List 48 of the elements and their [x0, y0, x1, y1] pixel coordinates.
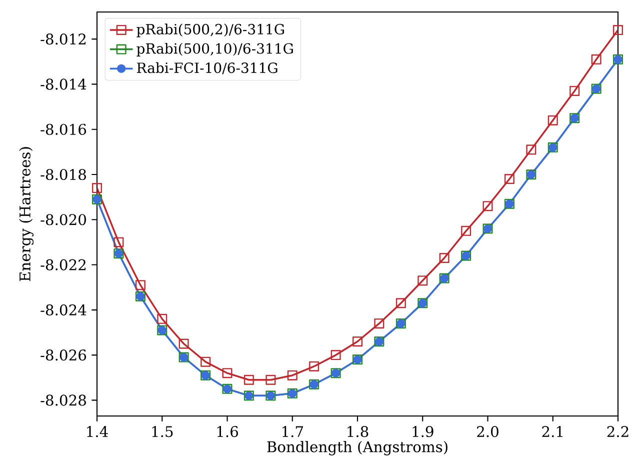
legend-label: pRabi(500,10)/6-311G — [136, 42, 293, 56]
x-tick-label: 1.7 — [282, 426, 303, 438]
point — [330, 350, 341, 360]
x-tick-label: 1.5 — [152, 426, 173, 438]
point — [418, 276, 428, 286]
x-tick-label: 1.8 — [348, 426, 368, 438]
point — [548, 115, 558, 126]
point — [374, 318, 384, 328]
x-tick-label: 2.2 — [607, 426, 628, 438]
point — [396, 298, 406, 308]
point — [591, 54, 602, 64]
y-tick-label: -8.014 — [40, 78, 86, 90]
point — [309, 361, 320, 372]
point — [114, 237, 124, 248]
point — [135, 280, 146, 290]
x-tick-label: 1.9 — [412, 426, 434, 438]
legend-label: Rabi-FCI-10/6-311G — [137, 62, 278, 74]
point — [244, 374, 254, 385]
x-tick-label: 1.6 — [217, 426, 238, 438]
y-tick-label: -8.020 — [40, 214, 86, 226]
y-tick-label: -8.024 — [40, 304, 86, 316]
point — [612, 25, 623, 36]
point — [526, 144, 536, 155]
x-tick-label: 1.4 — [87, 426, 108, 438]
point — [461, 226, 472, 236]
y-tick-label: -8.016 — [40, 124, 86, 135]
point — [287, 370, 298, 380]
x-tick-label: 2.0 — [477, 426, 498, 438]
point — [352, 336, 362, 347]
point — [482, 201, 493, 212]
point — [222, 368, 232, 378]
point — [504, 174, 514, 184]
point — [157, 314, 168, 324]
legend-label: pRabi(500,2)/6-311G — [136, 24, 284, 38]
point — [178, 338, 189, 349]
point — [266, 374, 276, 385]
point — [92, 183, 102, 194]
y-tick-label: -8.028 — [40, 394, 86, 406]
y-tick-label: -8.018 — [40, 168, 86, 180]
x-tick-label: 2.1 — [542, 426, 562, 438]
y-tick-label: -8.022 — [40, 259, 86, 270]
point — [570, 86, 580, 96]
point — [439, 252, 450, 263]
point — [200, 356, 211, 367]
x-axis-title: Bondlength (Angstroms) — [267, 440, 448, 456]
y-axis-title: Energy (Hartrees) — [19, 147, 34, 282]
y-tick-label: -8.012 — [40, 34, 86, 45]
y-tick-label: -8.026 — [40, 350, 86, 361]
